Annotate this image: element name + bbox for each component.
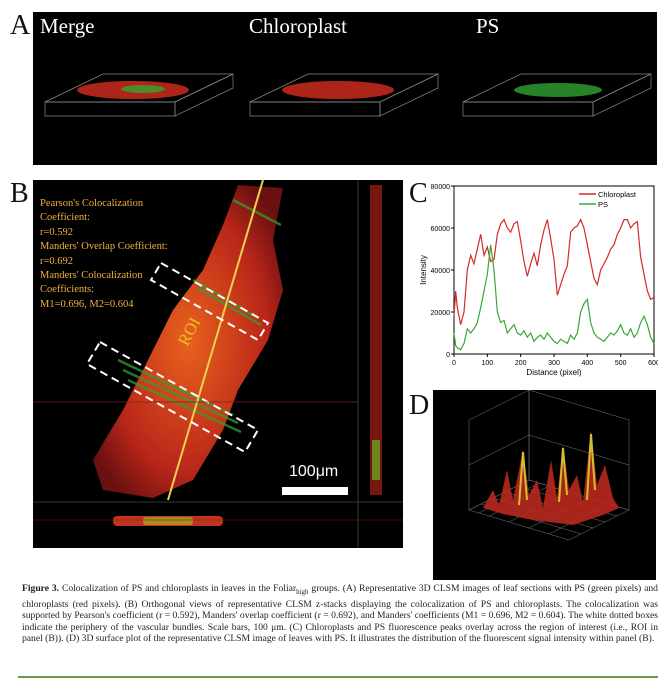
merge-slab bbox=[44, 73, 234, 117]
yz-projection bbox=[370, 185, 382, 495]
panel-b-letter: B bbox=[10, 178, 29, 209]
surface-peaks bbox=[483, 430, 619, 525]
roi-line bbox=[167, 179, 264, 501]
y-axis-label: Intensity bbox=[419, 255, 428, 285]
legend-label-ps: PS bbox=[598, 200, 608, 209]
panel-a-label-ps: PS bbox=[476, 14, 500, 38]
panel-a-label-merge: Merge bbox=[40, 14, 95, 38]
x-tick-label: 300 bbox=[548, 360, 560, 367]
intensity-profile-chart: 0 20000 40000 60000 80000 0 100 200 300 400 500 600… bbox=[419, 184, 658, 377]
leaf-tissue bbox=[93, 185, 283, 498]
surface-plot bbox=[468, 389, 630, 541]
scale-bar-label: 100μm bbox=[289, 463, 339, 480]
surface-yellow-peaks bbox=[518, 433, 596, 506]
panel-a-3d-renders bbox=[44, 73, 652, 117]
ps-green-tissue bbox=[514, 83, 602, 97]
panel-b-image bbox=[33, 179, 403, 548]
panel-a-letter: A bbox=[10, 10, 31, 41]
y-tick-label: 40000 bbox=[431, 268, 451, 275]
scale-bar bbox=[282, 487, 348, 495]
y-tick-label: 20000 bbox=[431, 310, 451, 317]
y-tick-label: 0 bbox=[446, 352, 450, 359]
vascular-green-bands bbox=[117, 198, 282, 434]
panel-d-image bbox=[433, 389, 656, 580]
series-line-chloroplast bbox=[453, 218, 655, 325]
xz-projection-yellow bbox=[143, 517, 193, 525]
panel-b-orthogonal-view bbox=[33, 179, 403, 548]
chloroplast-red-tissue bbox=[282, 81, 394, 99]
panel-d-letter: D bbox=[409, 390, 430, 421]
caption-rule bbox=[18, 676, 658, 678]
ps-slab bbox=[462, 73, 652, 117]
caption-figure-label: Figure 3. bbox=[22, 583, 60, 594]
y-tick-label: 60000 bbox=[431, 226, 451, 233]
panel-a-image bbox=[33, 12, 657, 165]
x-tick-label: 600 bbox=[648, 360, 658, 367]
panel-c-letter: C bbox=[409, 178, 428, 209]
caption-subscript: high bbox=[296, 587, 309, 596]
colocalization-stats: Pearson's Colocalization Coefficient: r=… bbox=[40, 198, 168, 310]
yz-projection-green bbox=[372, 440, 380, 480]
x-tick-label: 100 bbox=[481, 360, 493, 367]
x-tick-label: 200 bbox=[515, 360, 527, 367]
x-tick-label: 400 bbox=[581, 360, 593, 367]
figure-caption: Figure 3. Colocalization of PS and chlor… bbox=[22, 583, 658, 645]
chloroplast-slab bbox=[249, 73, 439, 117]
x-tick-label: 0 bbox=[452, 360, 456, 367]
dashed-boxes bbox=[85, 261, 270, 454]
plot-frame bbox=[453, 185, 655, 355]
x-tick-label: 500 bbox=[615, 360, 627, 367]
caption-text-2: groups. (A) Representative 3D CLSM image… bbox=[22, 583, 658, 645]
caption-text-1: Colocalization of PS and chloroplasts in… bbox=[61, 583, 297, 594]
y-tick-label: 80000 bbox=[431, 184, 451, 191]
x-axis-label: Distance (pixel) bbox=[526, 368, 581, 377]
legend-label-chloroplast: Chloroplast bbox=[598, 190, 637, 199]
panel-a-label-chloroplast: Chloroplast bbox=[249, 14, 347, 38]
series-line-ps bbox=[453, 244, 655, 351]
merge-green-tissue bbox=[121, 85, 165, 93]
